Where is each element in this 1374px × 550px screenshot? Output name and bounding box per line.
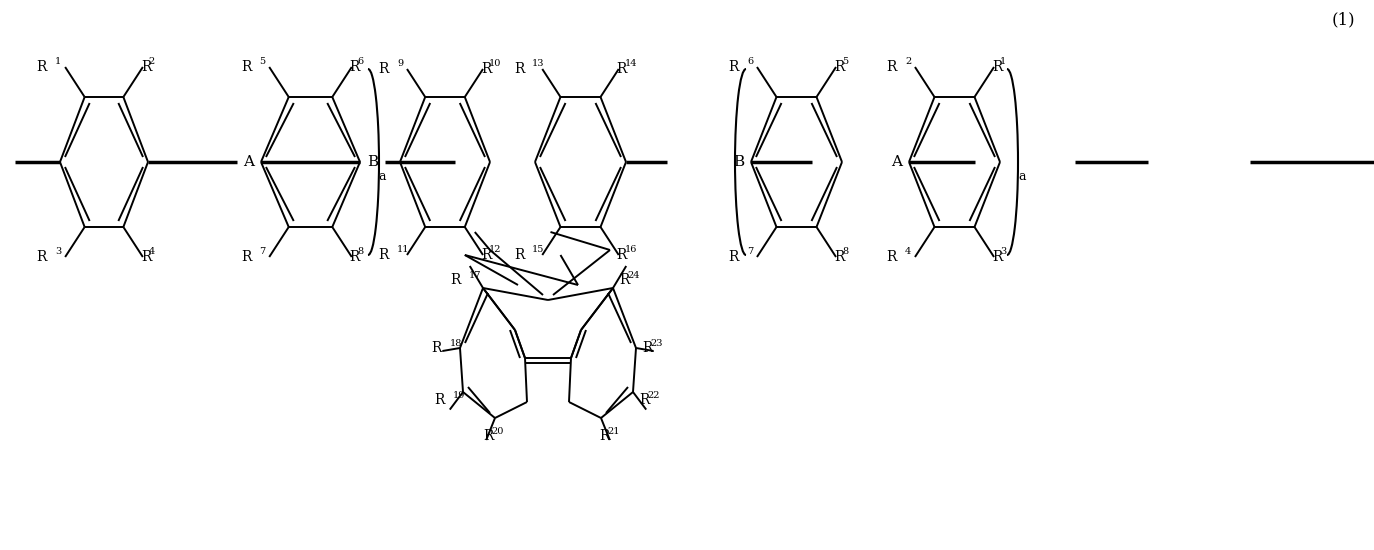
Text: 22: 22 xyxy=(647,390,660,399)
Text: R: R xyxy=(514,248,525,262)
Text: R: R xyxy=(639,393,650,407)
Text: 20: 20 xyxy=(491,426,503,436)
Text: 1: 1 xyxy=(55,58,62,67)
Text: (1): (1) xyxy=(1331,12,1355,29)
Text: R: R xyxy=(992,60,1003,74)
Text: 13: 13 xyxy=(532,59,544,69)
Text: R: R xyxy=(642,341,653,355)
Text: 23: 23 xyxy=(650,338,662,348)
Text: R: R xyxy=(992,250,1003,264)
Text: R: R xyxy=(886,250,897,264)
Text: 7: 7 xyxy=(747,248,753,256)
Text: 3: 3 xyxy=(1000,248,1006,256)
Text: R: R xyxy=(379,248,389,262)
Text: a: a xyxy=(1018,170,1026,184)
Text: R: R xyxy=(142,250,151,264)
Text: R: R xyxy=(350,60,360,74)
Text: 2: 2 xyxy=(148,58,155,67)
Text: R: R xyxy=(620,273,629,287)
Text: R: R xyxy=(481,248,492,262)
Text: 6: 6 xyxy=(747,58,753,67)
Text: R: R xyxy=(431,341,442,355)
Text: R: R xyxy=(240,250,251,264)
Text: 5: 5 xyxy=(842,58,848,67)
Text: A: A xyxy=(892,155,903,169)
Text: R: R xyxy=(451,273,462,287)
Text: R: R xyxy=(728,250,739,264)
Text: 24: 24 xyxy=(627,271,639,279)
Text: 17: 17 xyxy=(469,271,481,279)
Text: 10: 10 xyxy=(489,59,502,69)
Text: R: R xyxy=(617,248,627,262)
Text: 16: 16 xyxy=(625,245,638,255)
Text: 2: 2 xyxy=(905,58,911,67)
Text: A: A xyxy=(243,155,254,169)
Text: R: R xyxy=(37,60,47,74)
Text: 18: 18 xyxy=(451,338,463,348)
Text: 21: 21 xyxy=(607,426,620,436)
Text: 1: 1 xyxy=(1000,58,1006,67)
Text: R: R xyxy=(434,393,445,407)
Text: R: R xyxy=(834,60,845,74)
Text: R: R xyxy=(514,62,525,76)
Text: R: R xyxy=(728,60,739,74)
Text: 4: 4 xyxy=(148,248,155,256)
Text: 12: 12 xyxy=(489,245,502,255)
Text: 7: 7 xyxy=(260,248,265,256)
Text: R: R xyxy=(142,60,151,74)
Text: 19: 19 xyxy=(453,390,466,399)
Text: R: R xyxy=(350,250,360,264)
Text: R: R xyxy=(240,60,251,74)
Text: 8: 8 xyxy=(357,248,364,256)
Text: 11: 11 xyxy=(397,245,409,255)
Text: R: R xyxy=(834,250,845,264)
Text: B: B xyxy=(367,155,379,169)
Text: a: a xyxy=(378,170,386,184)
Text: 14: 14 xyxy=(625,59,638,69)
Text: R: R xyxy=(886,60,897,74)
Text: 3: 3 xyxy=(55,248,62,256)
Text: R: R xyxy=(599,429,610,443)
Text: 15: 15 xyxy=(532,245,544,255)
Text: 5: 5 xyxy=(260,58,265,67)
Text: 6: 6 xyxy=(357,58,364,67)
Text: 4: 4 xyxy=(905,248,911,256)
Text: 8: 8 xyxy=(842,248,848,256)
Text: R: R xyxy=(379,62,389,76)
Text: 9: 9 xyxy=(397,59,403,69)
Text: R: R xyxy=(617,62,627,76)
Text: B: B xyxy=(734,155,745,169)
Text: R: R xyxy=(481,62,492,76)
Text: R: R xyxy=(37,250,47,264)
Text: R: R xyxy=(484,429,493,443)
